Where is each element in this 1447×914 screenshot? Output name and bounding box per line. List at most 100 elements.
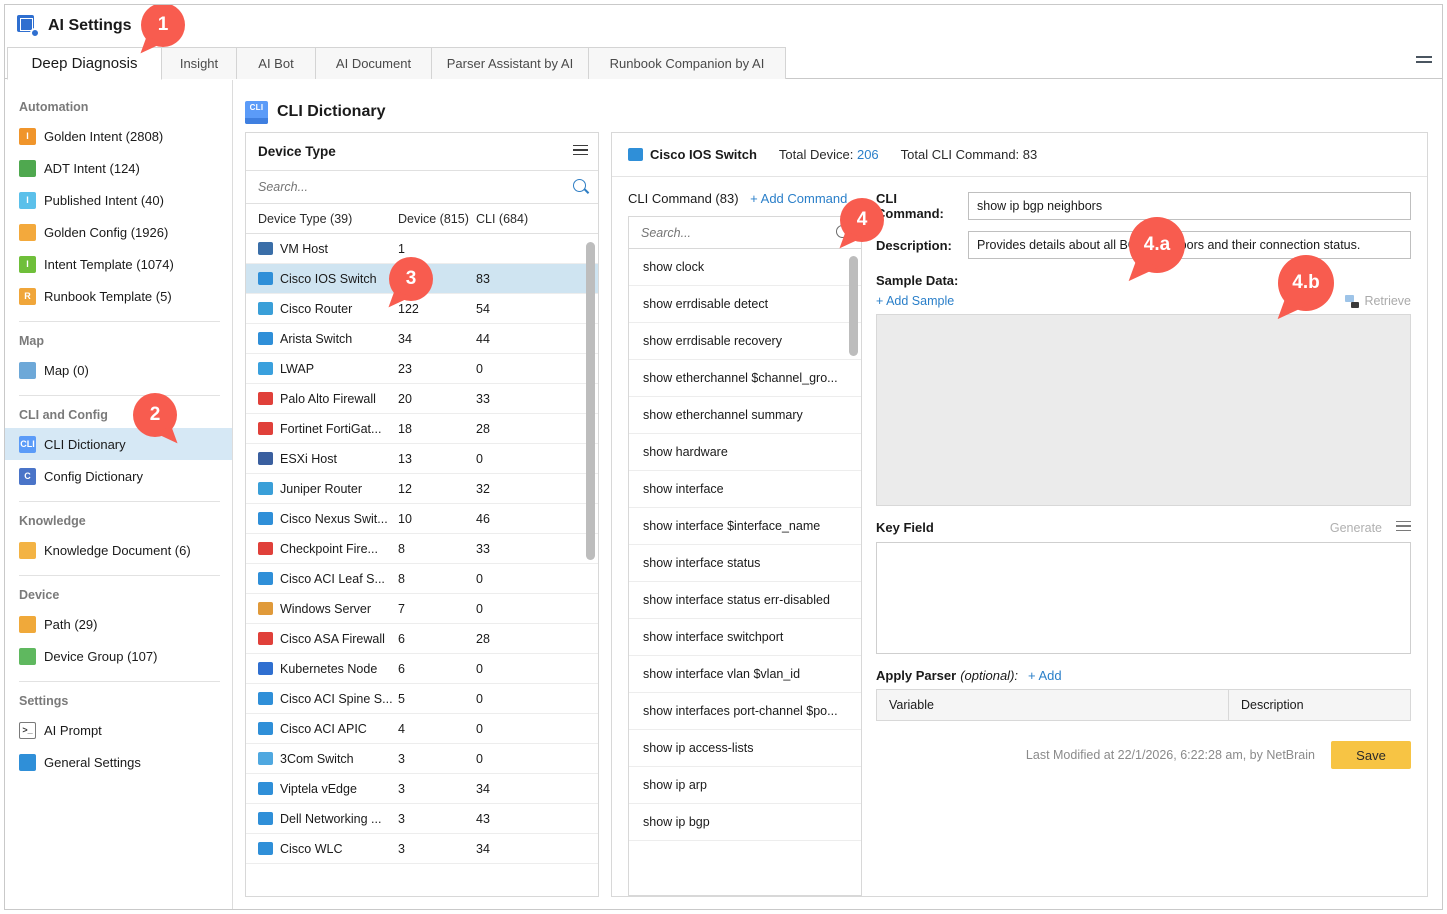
list-item[interactable]: show ip bgp xyxy=(629,804,861,841)
table-row[interactable]: Cisco ACI APIC 4 0 xyxy=(246,714,598,744)
description-input[interactable]: Provides details about all BGP neighbors… xyxy=(968,231,1411,259)
device-type-cell: Cisco Router xyxy=(246,302,398,316)
hamburger-icon[interactable] xyxy=(573,144,588,159)
sidebar-item-map[interactable]: Map (0) xyxy=(5,354,232,386)
sidebar-item-published-intent[interactable]: I Published Intent (40) xyxy=(5,184,232,216)
generate-button[interactable]: Generate xyxy=(1329,520,1382,535)
hamburger-icon[interactable] xyxy=(1396,520,1411,535)
tab-ai-document[interactable]: AI Document xyxy=(315,47,432,79)
device-icon xyxy=(258,632,273,645)
sidebar-item-config-dictionary[interactable]: C Config Dictionary xyxy=(5,460,232,492)
device-type-cell: Kubernetes Node xyxy=(246,662,398,676)
list-item[interactable]: show clock xyxy=(629,249,861,286)
table-row[interactable]: VM Host 1 xyxy=(246,234,598,264)
list-item[interactable]: show interface status err-disabled xyxy=(629,582,861,619)
sidebar-item-golden-config[interactable]: Golden Config (1926) xyxy=(5,216,232,248)
table-row[interactable]: Cisco ACI Leaf S... 8 0 xyxy=(246,564,598,594)
list-item[interactable]: show interface status xyxy=(629,545,861,582)
list-item[interactable]: show etherchannel $channel_gro... xyxy=(629,360,861,397)
tab-insight[interactable]: Insight xyxy=(161,47,237,79)
save-button[interactable]: Save xyxy=(1331,741,1411,769)
sidebar-item-golden-intent[interactable]: I Golden Intent (2808) xyxy=(5,120,232,152)
description-label: Description: xyxy=(876,237,952,253)
table-row[interactable]: Cisco ACI Spine S... 5 0 xyxy=(246,684,598,714)
table-row[interactable]: Cisco Nexus Swit... 10 46 xyxy=(246,504,598,534)
main-menu-icon[interactable] xyxy=(1416,56,1432,68)
search-icon[interactable] xyxy=(573,179,588,194)
command-list-column: CLI Command (83) + Add Command show cloc… xyxy=(612,191,862,896)
table-row[interactable]: Viptela vEdge 3 34 xyxy=(246,774,598,804)
device-count-cell: 3 xyxy=(398,811,405,826)
cli-dictionary-icon: CLI xyxy=(245,100,268,124)
table-row[interactable]: Arista Switch 34 44 xyxy=(246,324,598,354)
path-icon xyxy=(19,615,36,633)
tab-runbook-companion-by-ai[interactable]: Runbook Companion by AI xyxy=(588,47,786,79)
list-item[interactable]: show interface $interface_name xyxy=(629,508,861,545)
list-item[interactable]: show interface vlan $vlan_id xyxy=(629,656,861,693)
tab-deep-diagnosis[interactable]: Deep Diagnosis xyxy=(7,47,162,80)
list-item[interactable]: show errdisable detect xyxy=(629,286,861,323)
retrieve-button[interactable]: Retrieve xyxy=(1345,294,1411,308)
table-row[interactable]: Cisco Router 122 54 xyxy=(246,294,598,324)
device-type-name: Cisco WLC xyxy=(280,841,343,856)
sidebar-item-adt-intent[interactable]: ADT Intent (124) xyxy=(5,152,232,184)
sidebar-item-label: CLI Dictionary xyxy=(44,436,126,452)
list-item[interactable]: show ip arp xyxy=(629,767,861,804)
cli-count-cell: 34 xyxy=(476,781,490,796)
device-count-cell: 3 xyxy=(398,841,405,856)
add-sample-link[interactable]: + Add Sample xyxy=(876,294,955,308)
table-row[interactable]: Windows Server 7 0 xyxy=(246,594,598,624)
apply-parser-add-link[interactable]: + Add xyxy=(1028,668,1062,683)
device-list-scrollbar[interactable] xyxy=(586,242,595,560)
cli-count-cell: 34 xyxy=(476,841,490,856)
table-row[interactable]: Cisco ASA Firewall 6 28 xyxy=(246,624,598,654)
table-row[interactable]: Juniper Router 12 32 xyxy=(246,474,598,504)
table-row[interactable]: ESXi Host 13 0 xyxy=(246,444,598,474)
device-icon xyxy=(258,722,273,735)
list-item[interactable]: show hardware xyxy=(629,434,861,471)
description-row: Description: Provides details about all … xyxy=(876,231,1411,259)
table-row[interactable]: Cisco WLC 3 34 xyxy=(246,834,598,864)
list-item[interactable]: show ip access-lists xyxy=(629,730,861,767)
sidebar-item-label: Config Dictionary xyxy=(44,468,143,484)
device-type-name: Cisco Router xyxy=(280,301,353,316)
sidebar-item-intent-template[interactable]: I Intent Template (1074) xyxy=(5,248,232,280)
list-item[interactable]: show errdisable recovery xyxy=(629,323,861,360)
device-count-cell: 18 xyxy=(398,421,412,436)
list-item[interactable]: show interface xyxy=(629,471,861,508)
device-search-input[interactable] xyxy=(258,180,588,194)
cli-command-input[interactable]: show ip bgp neighbors xyxy=(968,192,1411,220)
sidebar-item-knowledge-document[interactable]: Knowledge Document (6) xyxy=(5,534,232,566)
list-item[interactable]: show interface switchport xyxy=(629,619,861,656)
command-search-input[interactable] xyxy=(641,225,851,240)
device-column-header[interactable]: Device (815) xyxy=(398,211,469,226)
sidebar-item-ai-prompt[interactable]: >_ AI Prompt xyxy=(5,714,232,746)
sample-data-area[interactable] xyxy=(876,314,1411,506)
list-item[interactable]: show etherchannel summary xyxy=(629,397,861,434)
sidebar-item-device-group[interactable]: Device Group (107) xyxy=(5,640,232,672)
table-row[interactable]: LWAP 23 0 xyxy=(246,354,598,384)
table-row[interactable]: Dell Networking ... 3 43 xyxy=(246,804,598,834)
device-type-name: ESXi Host xyxy=(280,451,337,466)
sidebar-item-general-settings[interactable]: General Settings xyxy=(5,746,232,778)
device-column-header[interactable]: Device Type (39) xyxy=(258,211,353,226)
sidebar-item-path[interactable]: Path (29) xyxy=(5,608,232,640)
command-list-scrollbar[interactable] xyxy=(849,256,858,356)
search-icon[interactable] xyxy=(836,225,851,240)
table-row[interactable]: 3Com Switch 3 0 xyxy=(246,744,598,774)
tab-ai-bot[interactable]: AI Bot xyxy=(236,47,316,79)
total-device-meta: Total Device: 206 xyxy=(779,147,879,162)
sidebar-item-runbook-template[interactable]: R Runbook Template (5) xyxy=(5,280,232,312)
tab-parser-assistant-by-ai[interactable]: Parser Assistant by AI xyxy=(431,47,589,79)
table-row[interactable]: Checkpoint Fire... 8 33 xyxy=(246,534,598,564)
list-item[interactable]: show interfaces port-channel $po... xyxy=(629,693,861,730)
table-row[interactable]: Cisco IOS Switch 206 83 xyxy=(246,264,598,294)
sidebar-item-cli-dictionary[interactable]: CLI CLI Dictionary xyxy=(5,428,232,460)
table-row[interactable]: Kubernetes Node 6 0 xyxy=(246,654,598,684)
total-cli-value: 83 xyxy=(1022,147,1038,162)
add-command-link[interactable]: + Add Command xyxy=(750,191,848,206)
table-row[interactable]: Fortinet FortiGat... 18 28 xyxy=(246,414,598,444)
key-field-box[interactable] xyxy=(876,542,1411,654)
table-row[interactable]: Palo Alto Firewall 20 33 xyxy=(246,384,598,414)
device-column-header[interactable]: CLI (684) xyxy=(476,211,529,226)
